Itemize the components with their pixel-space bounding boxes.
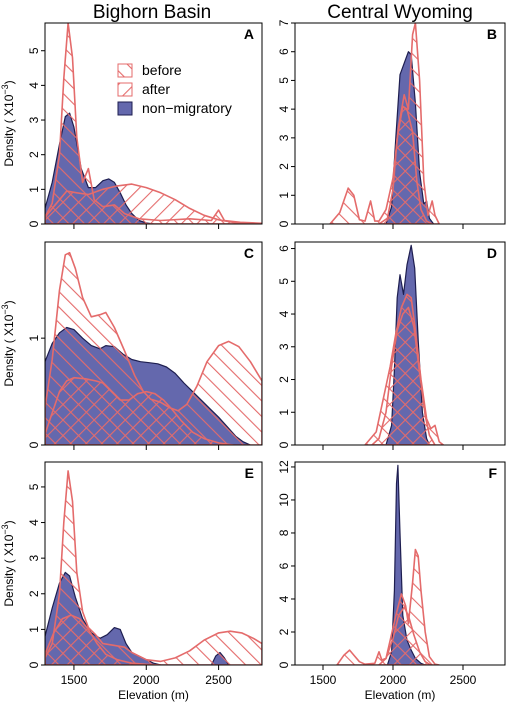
y-tick-label: 1 [277,409,291,416]
y-tick-label: 4 [277,310,291,317]
y-tick-label: 12 [277,460,291,474]
y-tick-label: 4 [27,519,41,526]
y-tick-label: 0 [277,661,291,668]
panel-letter: F [488,465,497,481]
y-tick-label: 3 [277,134,291,141]
y-tick-label: 0 [27,661,41,668]
panel-frame [44,461,263,666]
y-tick-label: 0 [27,441,41,448]
plot-area [329,23,440,224]
legend-label-after: after [142,81,170,97]
y-tick-label: 1 [277,192,291,199]
panel-d: D 0 1 2 3 4 5 6 [277,241,506,450]
y-axis-label: Density ( X10−3) [0,80,16,166]
x-tick-label: 2500 [205,673,232,687]
y-tick-label: 3 [27,555,41,562]
plot-area [364,244,445,445]
y-tick-label: 2 [277,376,291,383]
y-tick-label: 5 [27,483,41,490]
panel-b: B 0 1 2 3 4 5 6 7 [277,19,506,229]
y-tick-label: 7 [277,19,291,26]
y-axis-label: Density ( X10−3) [0,520,16,606]
plot-area [336,464,440,665]
y-tick-label: 10 [277,493,291,507]
panel-frame [294,241,506,446]
y-tick-label: 6 [277,48,291,55]
panel-e: E 0 1 2 3 4 5 1500 2000 2500 Density ( X10−3) Eleva… [0,461,263,702]
y-tick-label: 4 [277,595,291,602]
legend-label-before: before [142,62,182,78]
legend-swatch-non-migratory [117,101,133,116]
plot-area [45,23,262,224]
legend-swatch-before [117,63,133,78]
y-tick-label: 3 [277,343,291,350]
y-tick-label: 2 [27,590,41,597]
legend: before after non−migratory [117,62,232,116]
x-tick-label: 1500 [310,673,337,687]
y-tick-label: 0 [277,441,291,448]
panel-letter: C [244,245,254,261]
y-tick-label: 1 [27,186,41,193]
y-tick-label: 1 [27,626,41,633]
y-tick-label: 2 [277,628,291,635]
y-tick-label: 2 [27,151,41,158]
y-tick-label: 5 [277,278,291,285]
legend-label-non-migratory: non−migratory [142,100,232,116]
column-title-central-wyoming: Central Wyoming [327,2,473,23]
y-tick-label: 6 [277,245,291,252]
y-tick-label: 4 [277,105,291,112]
x-axis-label: Elevation (m) [365,688,436,702]
y-tick-label: 3 [27,116,41,123]
series-before [45,251,262,445]
legend-swatch-after [117,82,133,97]
x-tick-label: 2500 [450,673,477,687]
panel-letter: B [487,26,497,42]
y-tick-label: 4 [27,82,41,89]
panel-frame [294,22,506,225]
panel-letter: E [245,465,254,481]
series-before [364,293,445,445]
panel-c: C 0 1 Density ( X10−3) [0,241,263,450]
x-tick-label: 1500 [61,673,88,687]
panel-frame [294,461,506,666]
x-tick-label: 2000 [380,673,407,687]
y-axis-label: Density ( X10−3) [0,300,16,386]
x-tick-label: 2000 [133,673,160,687]
column-title-bighorn: Bighorn Basin [93,2,211,23]
series-before [329,23,440,224]
y-tick-label: 0 [277,220,291,227]
y-tick-label: 1 [27,335,41,342]
plot-area [45,251,262,445]
panel-letter: A [244,26,254,42]
y-tick-label: 8 [277,529,291,536]
panel-frame [44,22,263,225]
panel-f: F 0 2 4 6 8 10 12 1500 2000 2500 Elevation (m) [277,460,506,702]
y-tick-label: 5 [27,47,41,54]
series-before [336,548,440,665]
series-before [45,470,262,665]
x-axis-label: Elevation (m) [118,688,189,702]
y-tick-label: 0 [27,220,41,227]
y-tick-label: 5 [277,77,291,84]
plot-area [45,470,262,665]
panel-letter: D [487,245,497,261]
panel-frame [44,241,263,446]
y-tick-label: 6 [277,562,291,569]
series-before [45,23,262,224]
panel-a: A 0 1 2 3 4 5 Density ( X10−3) [0,22,263,229]
y-tick-label: 2 [277,163,291,170]
